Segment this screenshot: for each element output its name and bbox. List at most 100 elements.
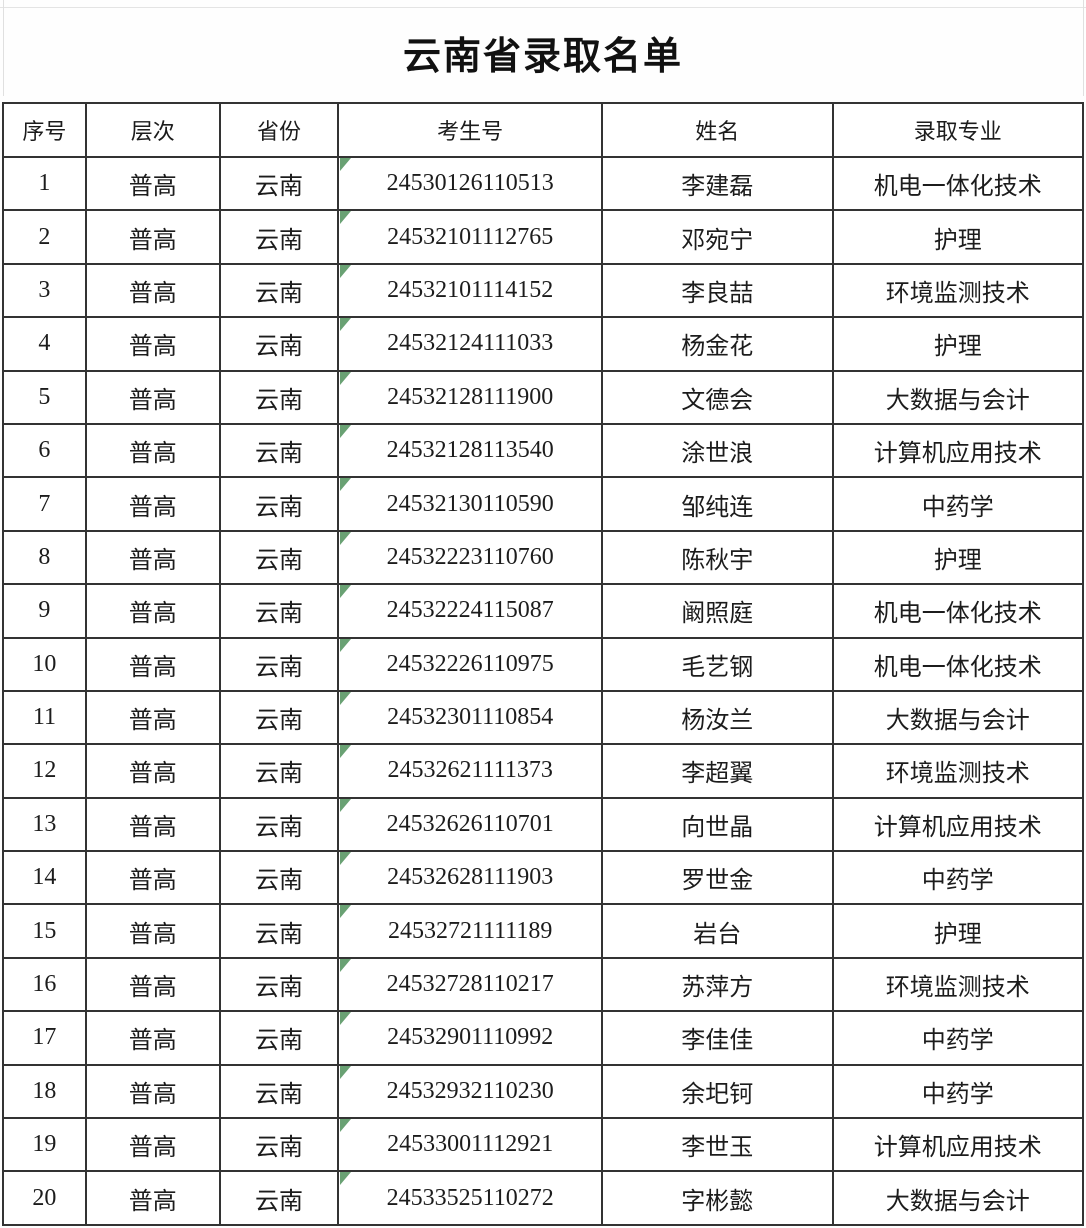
cell-text: 中药学 [921,867,994,895]
cell-text: 普高 [128,1080,177,1108]
cell-text: 24532301110854 [387,704,554,731]
cell-level: 普高 [84,903,221,959]
cell-text: 环境监测技术 [885,760,1030,788]
cell-major: 计算机应用技术 [831,1117,1085,1173]
cell-no: 16 [2,956,87,1013]
cell-name: 罗世金 [600,850,834,906]
cell-text: 18 [32,1077,57,1104]
cell-exam_id: 24532628111903 [337,850,603,906]
column-header-exam_id: 考生号 [337,102,603,158]
cell-text: 24532128113540 [386,437,554,464]
table-row: 19 普高 云南 24533001112921 李世玉 计算机应用技术 [2,1117,1085,1173]
cell-text: 向世晶 [681,813,754,841]
cell-text: 普高 [128,653,177,681]
cell-province: 云南 [218,1117,340,1173]
cell-no: 12 [2,743,87,799]
text-format-indicator-icon [340,853,352,866]
cell-text: 机电一体化技术 [873,173,1042,201]
cell-text: 11 [32,704,56,731]
cell-no: 19 [2,1117,87,1173]
cell-major: 中药学 [831,476,1085,532]
table-row: 8 普高 云南 24532223110760 陈秋宇 护理 [2,529,1085,586]
text-format-indicator-icon [340,799,352,812]
cell-text: 护理 [933,546,982,574]
text-format-indicator-icon [340,586,352,599]
cell-province: 云南 [218,262,340,319]
cell-name: 毛艺钢 [600,636,834,692]
cell-name: 陈秋宇 [600,529,834,586]
cell-province: 云南 [218,369,340,425]
cell-text: 14 [32,864,57,891]
cell-exam_id: 24532124111033 [337,316,603,372]
cell-exam_id: 24532728110217 [337,956,603,1013]
table-row: 4 普高 云南 24532124111033 杨金花 护理 [2,316,1085,372]
cell-text: 大数据与会计 [885,386,1030,414]
cell-text: 云南 [255,1080,304,1108]
cell-major: 护理 [831,529,1085,586]
cell-level: 普高 [84,743,221,799]
cell-text: 普高 [128,1134,177,1162]
cell-text: 云南 [255,653,304,681]
cell-major: 中药学 [831,850,1085,906]
cell-text: 普高 [128,333,177,361]
cell-text: 大数据与会计 [885,1187,1030,1215]
cell-province: 云南 [218,796,340,853]
table-row: 5 普高 云南 24532128111900 文德会 大数据与会计 [2,369,1085,425]
cell-text: 环境监测技术 [885,279,1030,307]
cell-text: 17 [32,1024,57,1051]
cell-name: 阚照庭 [600,583,834,639]
cell-level: 普高 [84,316,221,372]
cell-exam_id: 24532101114152 [337,262,603,319]
cell-major: 计算机应用技术 [831,796,1085,853]
cell-name: 李超翼 [600,743,834,799]
cell-text: 普高 [128,867,177,895]
cell-text: 普高 [128,440,177,468]
cell-no: 17 [2,1010,87,1066]
cell-no: 9 [2,583,87,639]
cell-major: 护理 [831,316,1085,372]
cell-province: 云南 [218,1063,340,1120]
table-row: 11 普高 云南 24532301110854 杨汝兰 大数据与会计 [2,689,1085,746]
table-row: 9 普高 云南 24532224115087 阚照庭 机电一体化技术 [2,583,1085,639]
cell-text: 云南 [255,1134,304,1162]
cell-no: 3 [2,262,87,319]
cell-level: 普高 [84,1010,221,1066]
cell-text: 普高 [128,386,177,414]
text-format-indicator-icon [340,692,352,705]
cell-major: 护理 [831,903,1085,959]
cell-text: 24532223110760 [386,543,554,570]
cell-name: 李世玉 [600,1117,834,1173]
cell-exam_id: 24532226110975 [337,636,603,692]
cell-text: 云南 [255,600,304,628]
cell-exam_id: 24533001112921 [337,1117,603,1173]
cell-text: 护理 [933,920,982,948]
cell-text: 杨汝兰 [681,707,754,735]
cell-level: 普高 [84,796,221,853]
cell-text: 24530126110513 [386,170,554,197]
cell-text: 24532124111033 [387,330,554,357]
cell-province: 云南 [218,209,340,265]
table-row: 13 普高 云南 24532626110701 向世晶 计算机应用技术 [2,796,1085,853]
cell-text: 普高 [128,813,177,841]
cell-name: 岩台 [600,903,834,959]
page-title: 云南省录取名单 [402,35,683,78]
cell-text: 邹纯连 [681,493,754,521]
cell-text: 24532721111189 [387,917,553,944]
cell-major: 大数据与会计 [831,369,1085,425]
cell-text: 24532101114152 [387,276,554,303]
cell-province: 云南 [218,743,340,799]
cell-text: 24533001112921 [387,1131,554,1158]
cell-text: 5 [38,383,51,410]
cell-province: 云南 [218,422,340,479]
cell-text: 云南 [255,493,304,521]
cell-text: 云南 [255,226,304,254]
cell-name: 李良喆 [600,262,834,319]
column-header-major: 录取专业 [831,102,1085,158]
gridline-left [3,0,4,96]
cell-province: 云南 [218,689,340,746]
cell-text: 护理 [933,226,982,254]
cell-text: 24532626110701 [386,810,554,837]
cell-no: 18 [2,1063,87,1120]
cell-text: 岩台 [693,920,742,948]
table-header-row: 序号 层次 省份 考生号 姓名 录取专业 [2,102,1085,158]
